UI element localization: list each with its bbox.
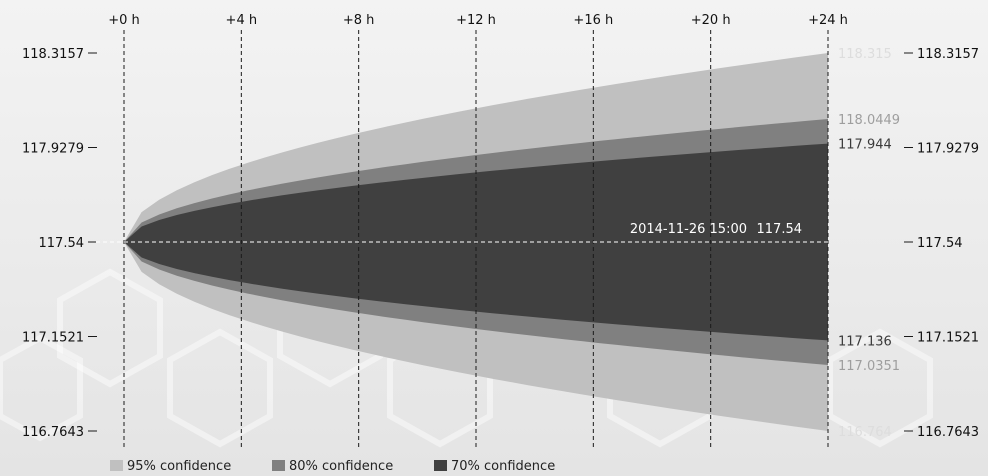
legend-label: 70% confidence <box>451 459 555 474</box>
annotation-date: 2014-11-26 15:00 <box>630 222 747 237</box>
legend-swatch <box>272 460 285 471</box>
legend: 95% confidence 80% confidence 70% confiden… <box>110 459 555 474</box>
y-tick-label-left: 117.54 <box>39 236 85 251</box>
band-upper-label: 118.315 <box>838 47 892 62</box>
band-lower-label: 117.0351 <box>838 359 900 374</box>
vertical-gridlines <box>123 30 829 450</box>
y-tick-label-left: 118.3157 <box>22 47 84 62</box>
x-tick-label: +16 h <box>573 13 613 28</box>
y-axis-right: 118.3157 117.9279 117.54 117.1521 116.7643 <box>904 47 979 440</box>
band-lower-label: 117.136 <box>838 334 892 349</box>
x-tick-label: +12 h <box>456 13 496 28</box>
y-tick-label-right: 117.1521 <box>917 331 979 346</box>
x-tick-label: +24 h <box>808 13 848 28</box>
band-upper-label: 118.0449 <box>838 113 900 128</box>
y-tick-label-right: 117.54 <box>917 236 963 251</box>
legend-swatch <box>434 460 447 471</box>
x-tick-label: +20 h <box>691 13 731 28</box>
legend-swatch <box>110 460 123 471</box>
x-tick-label: +0 h <box>108 13 140 28</box>
x-tick-label: +8 h <box>343 13 375 28</box>
y-tick-label-left: 117.9279 <box>22 141 84 156</box>
band-upper-label: 117.944 <box>838 138 892 153</box>
x-axis-ticks: +0 h +4 h +8 h +12 h +16 h +20 h +24 h <box>108 13 848 28</box>
annotation-value: 117.54 <box>757 222 803 237</box>
y-tick-label-left: 116.7643 <box>22 425 84 440</box>
y-tick-label-right: 117.9279 <box>917 141 979 156</box>
y-axis-left: 118.3157 117.9279 117.54 117.1521 116.7643 <box>22 47 97 440</box>
band-end-labels: 118.315 116.764 118.0449 117.0351 117.944 117… <box>838 47 900 440</box>
legend-label: 80% confidence <box>289 459 393 474</box>
legend-label: 95% confidence <box>127 459 231 474</box>
y-tick-label-right: 116.7643 <box>917 425 979 440</box>
x-tick-label: +4 h <box>226 13 258 28</box>
y-tick-label-right: 118.3157 <box>917 47 979 62</box>
band-lower-label: 116.764 <box>838 425 892 440</box>
y-tick-label-left: 117.1521 <box>22 331 84 346</box>
